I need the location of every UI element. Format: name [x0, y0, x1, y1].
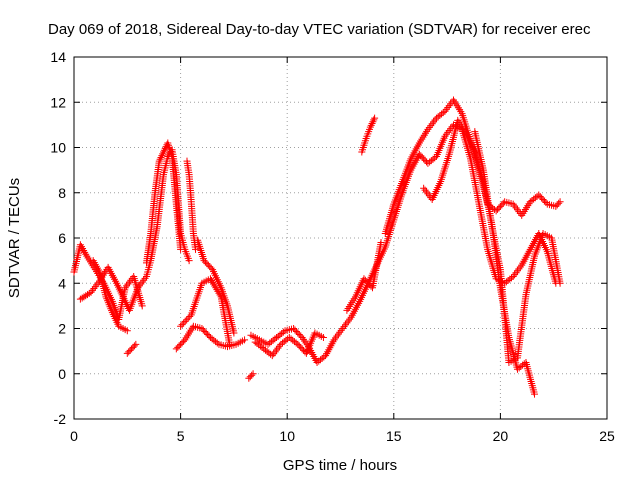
- y-tick-label: 14: [50, 49, 66, 65]
- x-tick-label: 5: [177, 428, 185, 444]
- x-tick-label: 0: [70, 428, 78, 444]
- y-axis-label: SDTVAR / TECUs: [6, 178, 23, 298]
- point-markers: [471, 128, 564, 366]
- point-markers: [123, 340, 140, 357]
- series-trace-p: [398, 121, 560, 287]
- point-markers: [251, 329, 327, 360]
- x-tick-label: 25: [599, 428, 615, 444]
- y-tick-label: 10: [50, 140, 66, 156]
- x-axis-label: GPS time / hours: [283, 457, 397, 474]
- y-tick-labels: -2 0 2 4 6 8 10 12 14: [50, 49, 66, 427]
- point-markers: [76, 146, 193, 314]
- x-tick-label: 20: [493, 428, 509, 444]
- chart-title: Day 069 of 2018, Sidereal Day-to-day VTE…: [48, 21, 591, 38]
- series-trace-j: [247, 189, 406, 366]
- series-trace-n: [358, 114, 379, 156]
- series-trace-f: [183, 157, 200, 253]
- point-markers: [358, 114, 379, 156]
- y-tick-label: -2: [54, 411, 67, 427]
- x-tick-label: 15: [386, 428, 402, 444]
- series-trace-h: [194, 236, 238, 337]
- point-markers: [247, 189, 406, 366]
- grid: [74, 57, 607, 419]
- y-tick-label: 6: [58, 230, 66, 246]
- series-trace-b: [76, 146, 193, 314]
- series-trace-m: [343, 239, 385, 314]
- point-markers: [194, 236, 238, 337]
- series-trace-g: [172, 322, 249, 353]
- point-markers: [177, 275, 234, 348]
- x-tick-label: 10: [279, 428, 295, 444]
- series-trace-i: [177, 275, 234, 348]
- point-markers: [245, 370, 257, 382]
- data-points: [70, 96, 564, 398]
- y-tick-label: 12: [50, 94, 66, 110]
- point-markers: [343, 239, 385, 314]
- point-markers: [142, 139, 185, 267]
- x-tick-labels: 0 5 10 15 20 25: [70, 428, 615, 444]
- series-trace-k: [251, 329, 327, 360]
- y-tick-label: 4: [58, 275, 66, 291]
- y-tick-label: 8: [58, 185, 66, 201]
- series-trace-d: [123, 340, 140, 357]
- y-tick-label: 0: [58, 366, 66, 382]
- point-markers: [183, 157, 200, 253]
- axis-ticks: [73, 56, 608, 420]
- series-trace-c: [89, 257, 131, 335]
- series-trace-e: [142, 139, 185, 267]
- point-markers: [172, 322, 249, 353]
- series-trace-r: [471, 128, 564, 366]
- series-trace-l: [245, 370, 257, 382]
- y-tick-label: 2: [58, 321, 66, 337]
- point-markers: [89, 257, 131, 335]
- point-markers: [398, 121, 560, 287]
